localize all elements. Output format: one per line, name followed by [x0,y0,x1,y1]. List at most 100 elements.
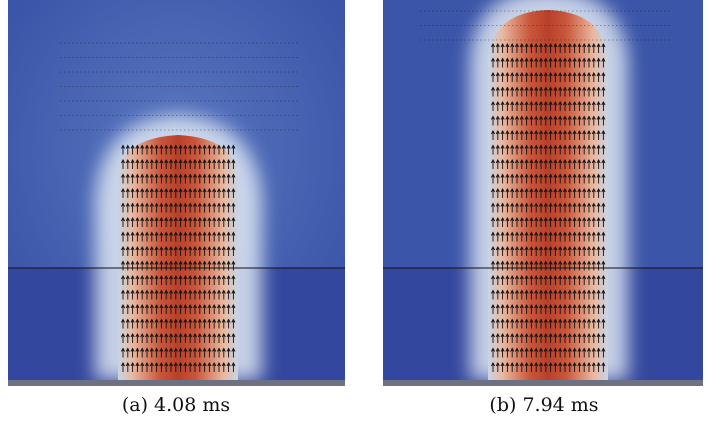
flow-arrow [217,246,221,256]
flow-arrow [500,304,505,314]
flow-arrow [558,246,563,256]
flow-arrow [572,144,577,155]
flow-arrow [202,246,207,256]
flow-arrow [164,333,169,343]
flow-arrow [130,333,135,343]
flow-arrow [582,86,587,97]
flow-arrow [601,43,606,53]
flow-arrow [500,43,505,53]
flow-arrow [505,318,510,329]
flow-arrow [188,217,193,227]
flow-arrow [173,347,178,358]
flow-arrow [121,202,125,213]
flow-arrow [577,72,582,82]
flow-arrow [519,347,524,358]
flow-arrow [212,318,217,329]
flow-arrow [178,362,183,372]
flow-arrow [164,144,169,155]
flow-arrow [567,43,572,53]
flow-arrow [121,188,125,198]
flow-arrow [173,362,178,372]
flow-arrow [149,275,154,285]
flow-arrow [534,347,539,358]
flow-arrow [577,347,582,358]
flow-arrow [510,347,515,358]
flow-arrow [553,43,558,53]
flow-arrow [121,159,125,169]
flow-arrow [534,275,539,285]
flow-arrow [591,86,596,97]
flow-arrow [183,362,188,372]
flow-arrow [173,231,178,242]
flow-arrow [591,57,596,68]
flow-arrow [572,188,577,198]
flow-arrow [173,144,178,155]
flow-arrow [145,231,149,242]
flow-arrow [529,72,534,82]
flow-arrow [197,173,202,184]
flow-arrow [587,144,591,155]
flow-arrow [567,347,572,358]
flow-arrow [567,115,572,126]
flow-arrow [572,202,577,213]
flow-arrow [558,347,563,358]
flow-arrow [231,260,236,271]
flow-arrow [130,347,135,358]
flow-arrow [188,231,193,242]
flow-arrow [558,159,563,169]
flow-arrow [515,115,519,126]
flow-arrow [154,231,159,242]
flow-arrow [188,304,193,314]
flow-arrow [596,333,601,343]
flow-arrow [539,86,543,97]
flow-arrow [577,101,582,111]
flow-arrow [591,318,596,329]
flow-arrow [231,289,236,300]
flow-arrow [193,173,197,184]
flow-arrow [135,275,140,285]
flow-arrow [221,231,226,242]
flow-arrow [500,173,505,184]
flow-arrow [572,333,577,343]
flow-arrow [558,57,563,68]
flow-arrow [539,231,543,242]
flow-arrow [543,57,548,68]
flow-arrow [145,246,149,256]
flow-arrow [524,231,529,242]
flow-arrow [591,115,596,126]
flow-arrow [212,246,217,256]
flow-arrow [563,57,567,68]
flow-arrow [515,362,519,372]
flow-arrow [217,173,221,184]
flow-arrow [491,202,495,213]
flow-arrow [130,173,135,184]
flow-arrow [563,231,567,242]
flow-arrow [135,173,140,184]
flow-arrow [582,275,587,285]
flow-arrow [515,231,519,242]
flow-arrow [601,188,606,198]
flow-arrow [591,144,596,155]
flow-arrow [515,72,519,82]
flow-arrow [519,173,524,184]
flow-arrow [563,86,567,97]
flow-arrow [529,246,534,256]
flow-arrow [125,260,130,271]
flow-arrow [563,144,567,155]
flow-arrow [154,275,159,285]
flow-arrow [519,304,524,314]
flow-arrow [548,159,553,169]
flow-arrow [548,86,553,97]
figure [8,0,703,386]
flow-arrow [121,246,125,256]
flow-arrow [534,362,539,372]
flow-arrow [519,72,524,82]
flow-arrow [596,43,601,53]
flow-arrow [491,217,495,227]
flow-arrow [519,57,524,68]
flow-arrow [178,159,183,169]
flow-arrow [207,304,212,314]
flow-arrow [529,86,534,97]
flow-arrow [159,260,164,271]
flow-arrow [202,173,207,184]
